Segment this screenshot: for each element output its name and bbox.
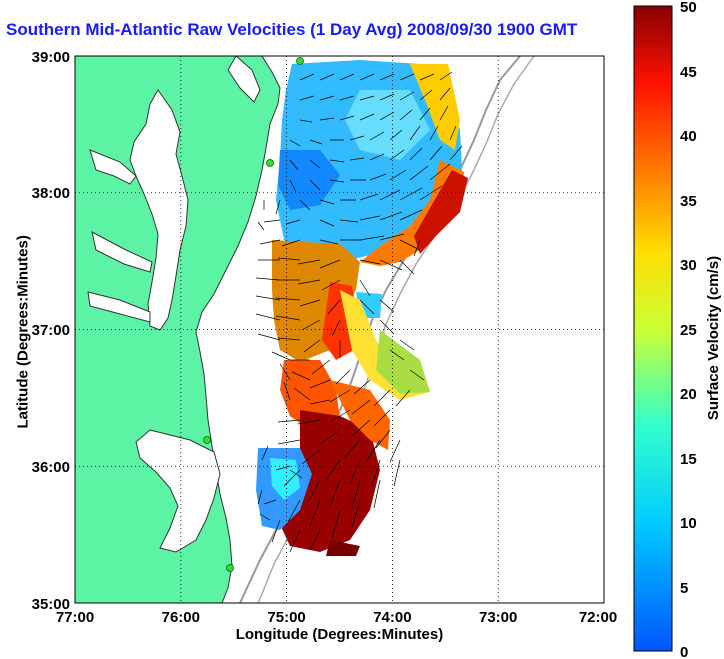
y-axis: 39:00 38:00 37:00 36:00 35:00 — [32, 49, 70, 613]
chesapeake-bay — [129, 89, 189, 331]
y-tick-label: 35:00 — [32, 596, 70, 613]
colorbar-tick-label: 45 — [680, 64, 697, 81]
colorbar-tick-label: 15 — [680, 451, 697, 468]
river-inlet — [91, 231, 153, 273]
delaware-bay — [227, 56, 261, 103]
y-tick-label: 36:00 — [32, 459, 70, 476]
grid-lines — [75, 56, 604, 603]
x-tick-label: 72:00 — [579, 609, 617, 626]
y-tick-label: 38:00 — [32, 185, 70, 202]
station-marker — [266, 159, 274, 167]
colorbar-tick-label: 40 — [680, 128, 697, 145]
y-tick-label: 39:00 — [32, 49, 70, 66]
x-tick-label: 77:00 — [56, 609, 94, 626]
colorbar-tick-label: 35 — [680, 193, 697, 210]
x-tick-label: 75:00 — [267, 609, 305, 626]
velocity-field — [256, 60, 468, 556]
velocity-vectors — [255, 71, 463, 553]
y-tick-label: 37:00 — [32, 322, 70, 339]
colorbar-tick-label: 10 — [680, 515, 697, 532]
colorbar-label: Surface Velocity (cm/s) — [705, 256, 722, 420]
x-tick-label: 74:00 — [373, 609, 411, 626]
river-inlet — [89, 149, 137, 185]
station-marker — [226, 564, 234, 572]
x-tick-label: 76:00 — [162, 609, 200, 626]
station-markers — [203, 57, 304, 572]
colorbar-tick-label: 50 — [680, 0, 697, 16]
colorbar-tick-label: 30 — [680, 257, 697, 274]
colorbar-ticks: 0 5 10 15 20 25 30 35 40 45 50 — [680, 0, 697, 659]
x-axis: 77:00 76:00 75:00 74:00 73:00 72:00 — [56, 609, 617, 626]
plot-frame — [74, 55, 605, 604]
x-tick-label: 73:00 — [479, 609, 517, 626]
pamlico-sound — [135, 429, 221, 553]
land-mass — [75, 56, 281, 603]
x-axis-label: Longitude (Degrees:Minutes) — [235, 626, 444, 643]
colorbar-tick-label: 5 — [680, 580, 688, 597]
map-title: Southern Mid-Atlantic Raw Velocities (1 … — [6, 20, 578, 39]
colorbar-tick-label: 20 — [680, 386, 697, 403]
colorbar-tick-label: 25 — [680, 322, 697, 339]
station-marker — [203, 436, 211, 444]
colorbar — [633, 5, 673, 652]
station-marker — [296, 57, 304, 65]
colorbar-tick-label: 0 — [680, 644, 688, 659]
river-inlet — [87, 291, 151, 323]
